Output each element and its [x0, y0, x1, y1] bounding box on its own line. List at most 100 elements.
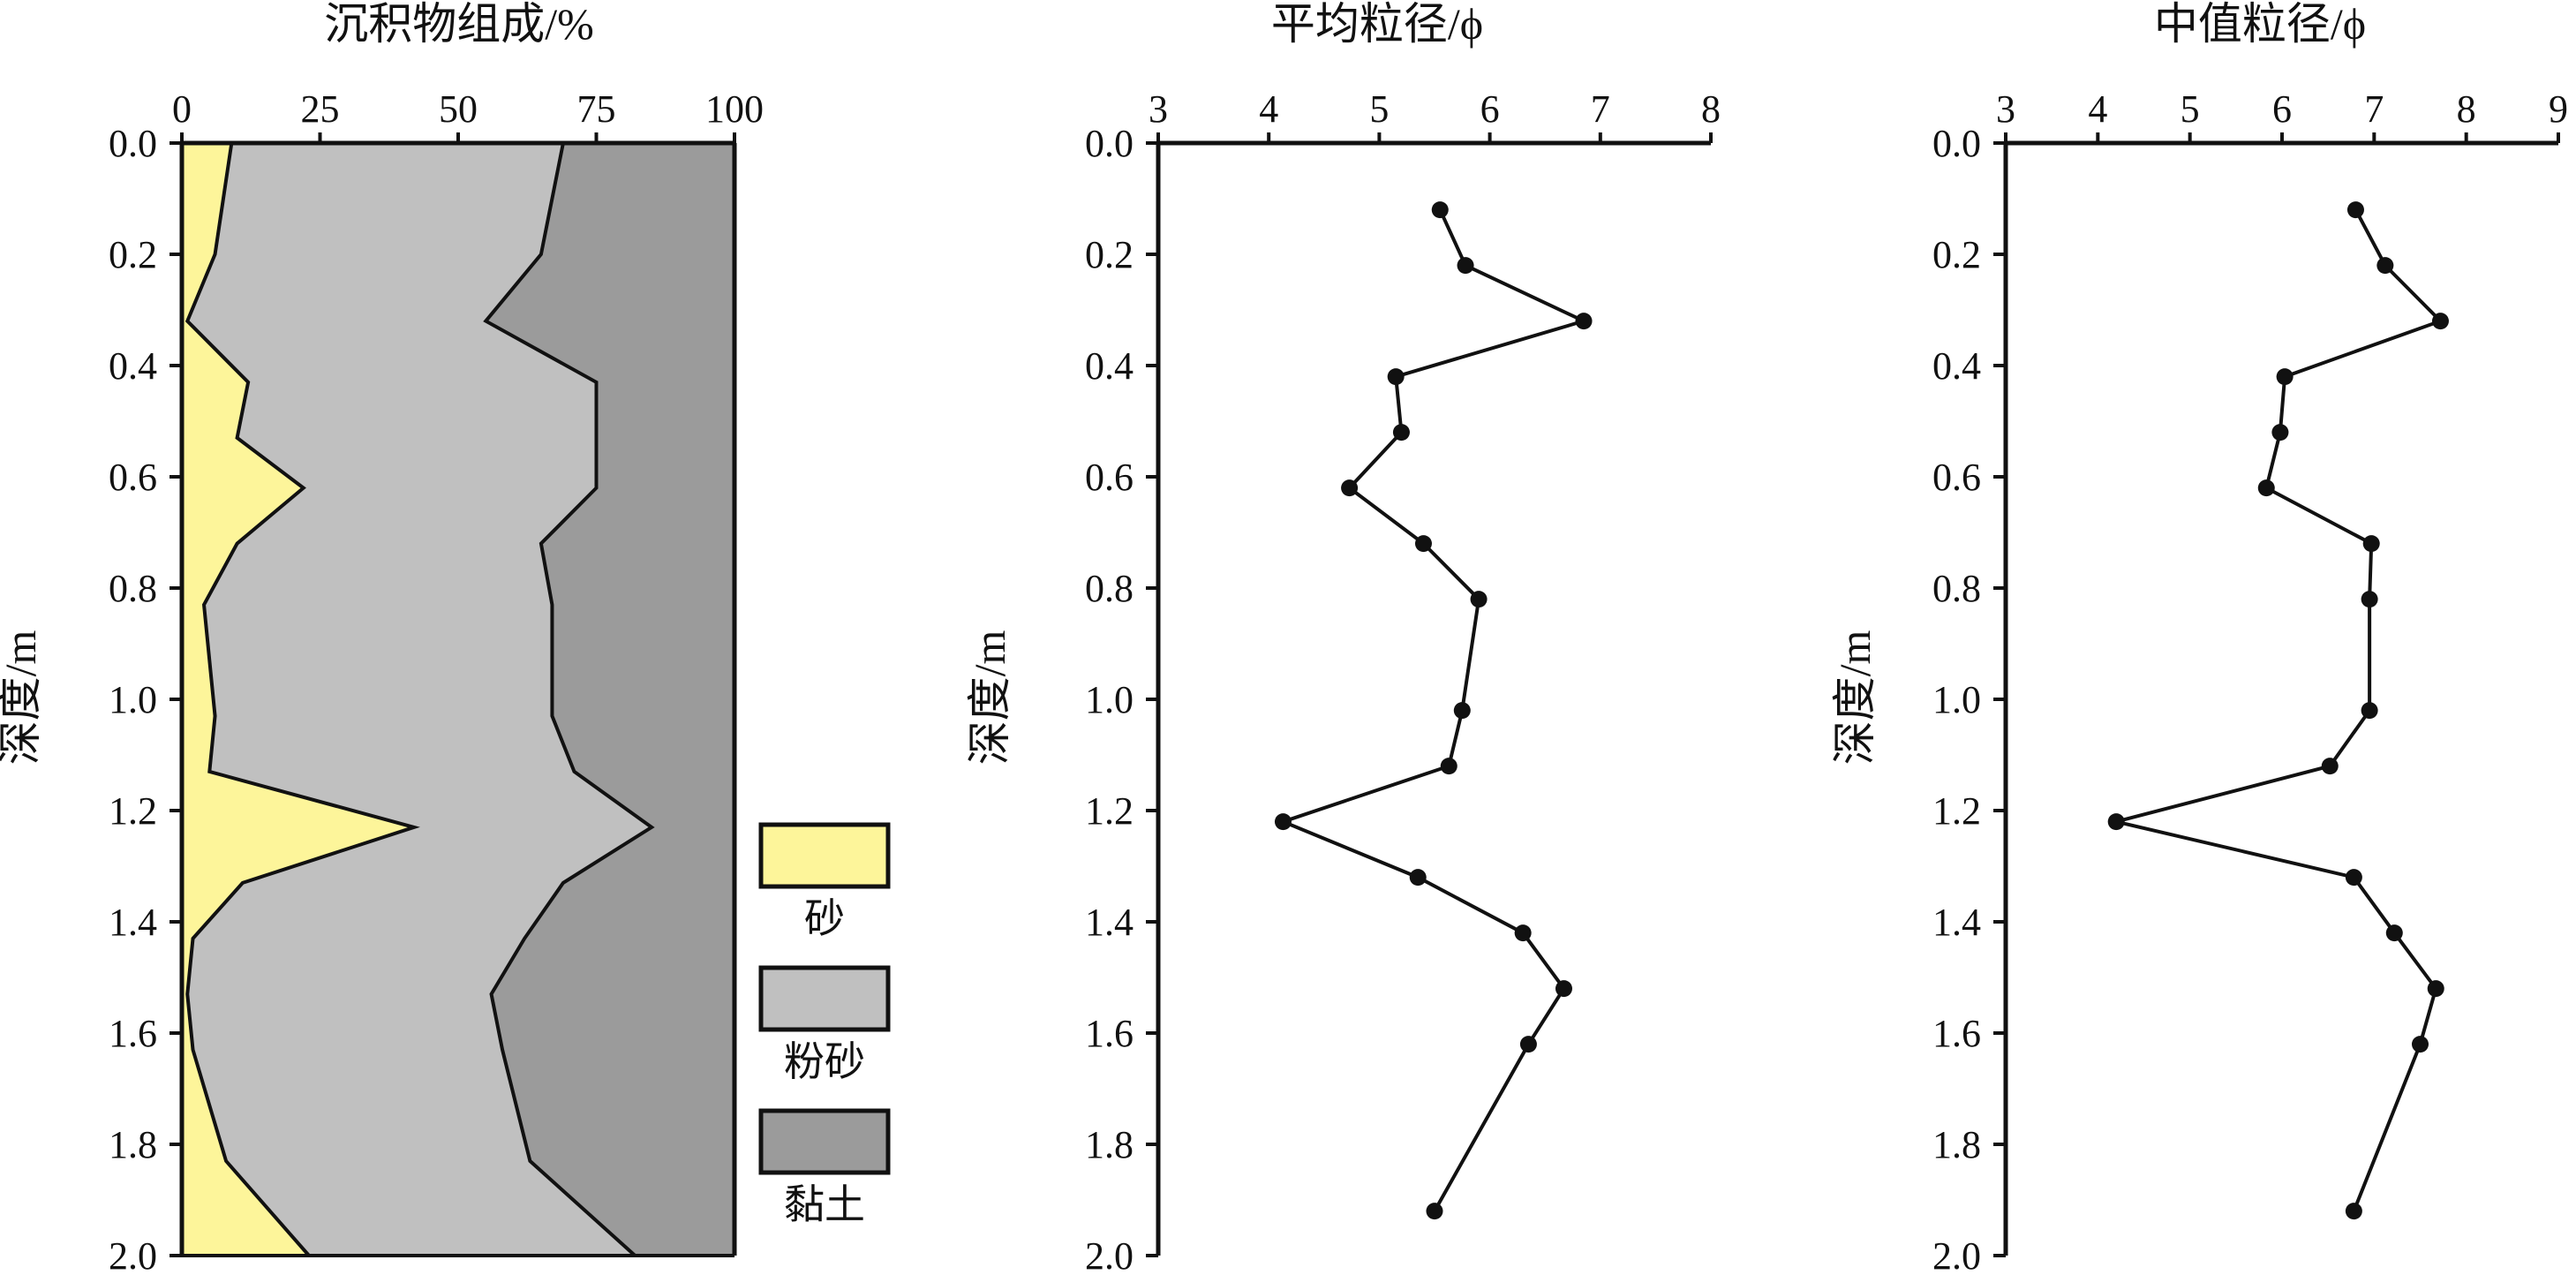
composition-panel: 沉积物组成/% 0 25 50 75 100 0.0 0.2 0.4 0.6 0.8 1.0 1.2 1…: [0, 0, 891, 1275]
x-tick-label: 5: [1369, 87, 1389, 131]
median-grain-size-panel: 中值粒径/ϕ 3 4 5 6 7 8 9 0.0 0.2 0.4 0.6 0.8 1.0 1.2 1.4 1.…: [1830, 0, 2568, 1275]
data-point: [2362, 535, 2380, 553]
data-point: [1414, 535, 1432, 553]
data-point: [1274, 813, 1292, 831]
data-point: [1392, 424, 1410, 441]
data-point: [1470, 591, 1488, 608]
y-tick-label: 1.0: [1932, 678, 1981, 721]
y-tick-label: 1.2: [109, 789, 157, 833]
x-tick-label: 75: [577, 87, 616, 131]
data-point: [1575, 313, 1593, 330]
x-tick-label: 7: [1591, 87, 1610, 131]
y-tick-label: 1.0: [109, 678, 157, 721]
y-tick-label: 0.4: [1932, 344, 1981, 388]
data-point: [2345, 869, 2362, 886]
legend-swatch: [758, 1108, 891, 1175]
composition-title: 沉积物组成/%: [324, 0, 594, 49]
data-point: [1453, 702, 1471, 720]
y-tick-label: 2.0: [1085, 1234, 1134, 1275]
y-tick-label: 0.2: [1085, 233, 1134, 276]
x-tick-label: 7: [2364, 87, 2384, 131]
x-tick-label: 4: [2088, 87, 2107, 131]
data-point: [1457, 257, 1474, 275]
y-tick-label: 0.8: [1085, 567, 1134, 610]
clay-area: [486, 143, 734, 1256]
legend-label: 黏土: [784, 1182, 865, 1227]
y-tick-label: 1.4: [1085, 901, 1134, 944]
data-point: [1440, 758, 1457, 775]
data-point: [2107, 813, 2125, 831]
boundary-line: [483, 142, 655, 1257]
mean-grain-size-series: [1274, 201, 1593, 1220]
y-tick-label: 1.8: [1085, 1123, 1134, 1166]
composition-areas: [182, 142, 737, 1257]
data-point: [2412, 1036, 2429, 1053]
legend-label: 砂: [804, 896, 845, 941]
median-grain-size-axes: 3 4 5 6 7 8 9 0.0 0.2 0.4 0.6 0.8 1.0 1.2 1.4 1.6 1.8 2.0: [1932, 87, 2568, 1275]
y-tick-label: 1.8: [1932, 1123, 1981, 1166]
mean-grain-size-panel: 平均粒径/ϕ 3 4 5 6 7 8 0.0 0.2 0.4 0.6 0.8 1.0 1.2 1.4 1.6…: [965, 0, 1721, 1275]
y-tick-label: 1.0: [1085, 678, 1134, 721]
series-line: [1277, 208, 1589, 1212]
data-point: [2345, 1203, 2362, 1220]
x-tick-label: 3: [1149, 87, 1168, 131]
x-tick-label: 5: [2181, 87, 2200, 131]
y-tick-label: 0.2: [1932, 233, 1981, 276]
legend-clay: 黏土: [758, 1108, 891, 1227]
x-tick-label: 6: [1480, 87, 1500, 131]
x-tick-label: 4: [1259, 87, 1278, 131]
y-tick-label: 0.8: [1932, 567, 1981, 610]
median-grain-size-title: 中值粒径/ϕ: [2154, 0, 2366, 49]
mean-grain-size-title: 平均粒径/ϕ: [1271, 0, 1483, 49]
x-tick-label: 0: [172, 87, 192, 131]
data-point: [1341, 479, 1359, 497]
data-point: [1387, 368, 1405, 386]
x-tick-label: 6: [2272, 87, 2292, 131]
y-tick-label: 0.6: [1085, 456, 1134, 499]
y-tick-label: 0.0: [1932, 122, 1981, 165]
y-tick-label: 0.8: [109, 567, 157, 610]
y-tick-label: 0.0: [109, 122, 157, 165]
data-point: [2321, 758, 2339, 775]
legend-sand: 砂: [758, 822, 891, 941]
x-tick-label: 100: [705, 87, 764, 131]
y-tick-label: 0.2: [109, 233, 157, 276]
data-point: [2361, 702, 2378, 720]
mean-grain-size-ylabel: 深度/m: [965, 630, 1014, 766]
mean-grain-size-axes: 3 4 5 6 7 8 0.0 0.2 0.4 0.6 0.8 1.0 1.2 1.4 1.6 1.8 2.0: [1085, 87, 1721, 1275]
y-tick-label: 1.6: [1932, 1012, 1981, 1055]
y-tick-label: 0.6: [1932, 456, 1981, 499]
y-tick-label: 1.2: [1932, 789, 1981, 833]
data-point: [2385, 924, 2403, 942]
data-point: [2271, 424, 2289, 441]
y-tick-label: 1.2: [1085, 789, 1134, 833]
series-line: [2115, 208, 2444, 1212]
composition-axes: 0 25 50 75 100 0.0 0.2 0.4 0.6 0.8 1.0 1.2 1.4 1.6 1.8…: [109, 87, 764, 1275]
data-point: [2346, 201, 2364, 219]
composition-ylabel: 深度/m: [0, 630, 45, 766]
boundary-line: [185, 142, 420, 1257]
data-point: [2431, 313, 2449, 330]
x-tick-label: 3: [1996, 87, 2015, 131]
data-point: [2427, 980, 2444, 998]
y-tick-label: 0.4: [1085, 344, 1134, 388]
x-tick-label: 50: [439, 87, 478, 131]
legend-swatch: [758, 822, 891, 889]
y-tick-label: 1.4: [1932, 901, 1981, 944]
median-grain-size-series: [2107, 201, 2449, 1220]
y-tick-label: 0.0: [1085, 122, 1134, 165]
data-point: [1426, 1203, 1443, 1220]
data-point: [2376, 257, 2394, 275]
legend-silt: 粉砂: [758, 965, 891, 1084]
data-point: [1431, 201, 1449, 219]
legend-label: 粉砂: [784, 1039, 865, 1084]
y-tick-label: 0.6: [109, 456, 157, 499]
y-tick-label: 1.6: [1085, 1012, 1134, 1055]
data-point: [1409, 869, 1427, 886]
y-tick-label: 2.0: [1932, 1234, 1981, 1275]
x-tick-label: 25: [301, 87, 340, 131]
data-point: [1514, 924, 1532, 942]
data-point: [1555, 980, 1572, 998]
